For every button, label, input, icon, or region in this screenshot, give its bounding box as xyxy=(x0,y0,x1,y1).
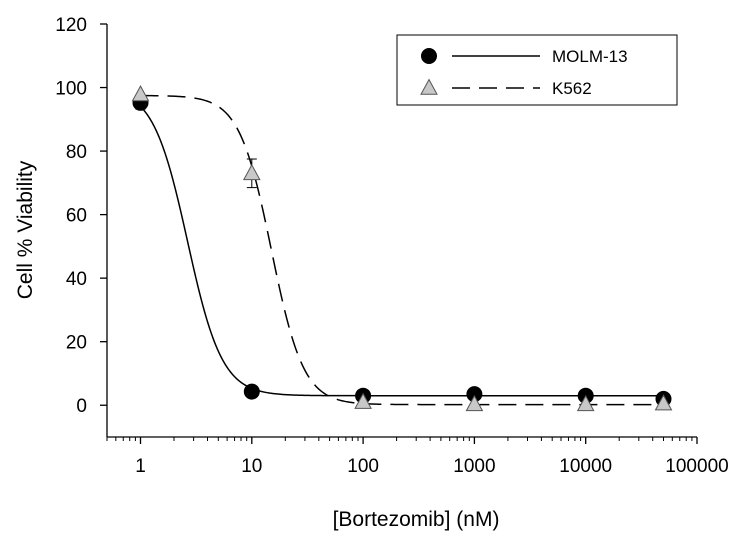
data-point xyxy=(465,394,484,412)
legend-box xyxy=(396,34,678,106)
x-tick-label: 1000 xyxy=(453,456,495,477)
data-point xyxy=(131,85,150,102)
y-tick-label: 80 xyxy=(66,142,87,163)
data-point xyxy=(654,394,673,411)
y-axis-title: Cell % Viability xyxy=(14,160,37,299)
legend-label: MOLM-13 xyxy=(552,47,628,66)
y-tick-label: 100 xyxy=(55,79,87,100)
legend: MOLM-13 K562 xyxy=(396,34,678,106)
y-tick-label: 60 xyxy=(66,206,87,227)
fit-curve xyxy=(140,94,664,406)
x-tick-label: 100 xyxy=(347,456,379,477)
data-point xyxy=(242,163,261,181)
y-tick-label: 0 xyxy=(76,396,87,417)
x-tick-label: 100000 xyxy=(665,456,728,477)
y-tick-label: 120 xyxy=(55,15,87,36)
x-tick-label: 1 xyxy=(135,456,146,477)
y-tick-label: 40 xyxy=(66,269,87,290)
y-tick-label: 20 xyxy=(66,333,87,354)
data-point xyxy=(243,383,260,400)
plot-area: 1 10 100 1000 10000 100000 0 20 40 60 80 100 120 xyxy=(55,15,728,477)
data-point xyxy=(576,394,595,412)
fit-curve xyxy=(139,105,664,397)
legend-marker xyxy=(421,48,437,64)
x-tick-label: 10000 xyxy=(559,456,612,477)
x-tick-label: 10 xyxy=(241,456,262,477)
x-axis-title: [Bortezomib] (nM) xyxy=(333,508,500,531)
legend-marker xyxy=(420,78,438,95)
legend-label: K562 xyxy=(552,79,592,98)
data-point xyxy=(354,392,372,409)
